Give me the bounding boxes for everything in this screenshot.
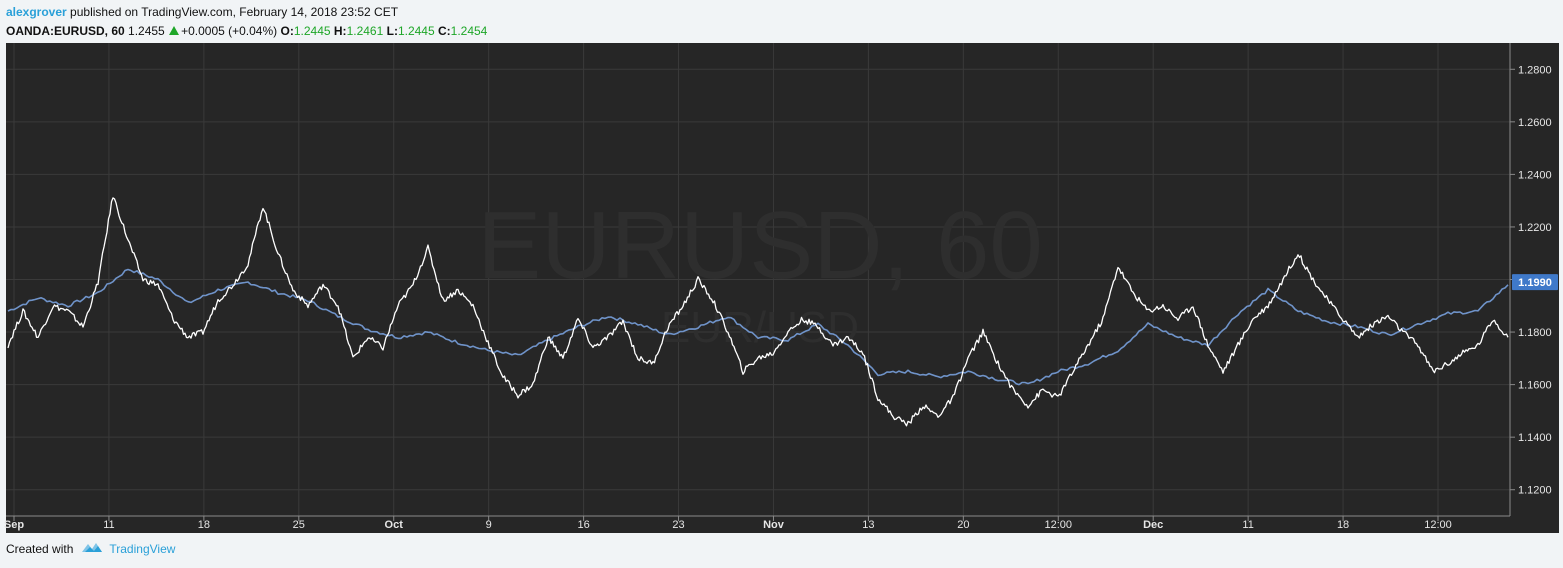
- time-axis[interactable]: Sep 11 18 25 Oct 9 16 23 Nov 13 20 12:00 Dec 11 18 12:0…: [4, 516, 1452, 531]
- x-tick-label: 11: [103, 519, 114, 531]
- high-label: H:: [333, 24, 347, 38]
- x-tick-label: Oct: [385, 519, 404, 531]
- created-with-label: Created with: [6, 541, 74, 556]
- tradingview-link[interactable]: TradingView: [109, 541, 176, 556]
- y-tick-label: 1.2400: [1518, 169, 1552, 181]
- symbol-label: OANDA:EURUSD, 60: [6, 24, 125, 38]
- y-tick-label: 1.2800: [1518, 64, 1552, 76]
- y-tick-label: 1.2600: [1518, 117, 1552, 129]
- blue-series-line: [7, 268, 1509, 386]
- watermark-pair: EUR/USD: [661, 303, 859, 352]
- y-tick-label: 1.1200: [1518, 485, 1552, 497]
- close-label: C:: [437, 24, 451, 38]
- x-tick-label: Dec: [1143, 519, 1163, 531]
- x-tick-label: 9: [486, 519, 492, 531]
- author-link[interactable]: alexgrover: [6, 5, 67, 19]
- last-price-marker: 1.1990: [1512, 274, 1558, 291]
- x-tick-label: 11: [1242, 519, 1253, 531]
- x-tick-label: 20: [957, 519, 969, 531]
- last-price-tag-label: 1.1990: [1518, 277, 1552, 289]
- y-tick-label: 1.1600: [1518, 380, 1552, 392]
- x-tick-label: 18: [198, 519, 210, 531]
- white-series-line: [7, 197, 1509, 427]
- x-tick-label: 23: [672, 519, 684, 531]
- published-text: published on TradingView.com, February 1…: [70, 5, 399, 19]
- gridlines: [6, 43, 1510, 516]
- change-value: +0.0005 (+0.04%): [181, 24, 278, 38]
- high-value: 1.2461: [346, 24, 384, 38]
- publish-info: alexgrover published on TradingView.com,…: [6, 4, 487, 20]
- x-tick-label: Nov: [763, 519, 785, 531]
- open-label: O:: [280, 24, 294, 38]
- low-value: 1.2445: [397, 24, 435, 38]
- x-tick-label: 25: [293, 519, 305, 531]
- x-tick-label: 13: [862, 519, 874, 531]
- watermark-symbol: EURUSD, 60: [477, 192, 1043, 299]
- y-tick-label: 1.1800: [1518, 327, 1552, 339]
- x-tick-label: Sep: [4, 519, 24, 531]
- low-label: L:: [386, 24, 398, 38]
- price-chart[interactable]: EURUSD, 60 EUR/USD 1.2800 1.2600 1.2400 1.2…: [0, 42, 1563, 534]
- last-price: 1.2455: [128, 24, 165, 38]
- up-triangle-icon: [169, 26, 180, 35]
- y-tick-label: 1.1400: [1518, 432, 1552, 444]
- ohlc-line: OANDA:EURUSD, 60 1.2455 +0.0005 (+0.04%)…: [6, 23, 487, 39]
- x-tick-label: 16: [577, 519, 589, 531]
- x-tick-label: 12:00: [1424, 519, 1452, 531]
- y-tick-label: 1.2200: [1518, 222, 1552, 234]
- chart-header: alexgrover published on TradingView.com,…: [6, 4, 487, 39]
- series-layer: [7, 197, 1509, 427]
- open-value: 1.2445: [293, 24, 331, 38]
- close-value: 1.2454: [450, 24, 488, 38]
- x-tick-label: 18: [1337, 519, 1349, 531]
- x-tick-label: 12:00: [1045, 519, 1073, 531]
- tradingview-logo-icon[interactable]: [81, 541, 103, 556]
- footer: Created with TradingView: [6, 541, 175, 556]
- last-price-tag: [1512, 274, 1558, 291]
